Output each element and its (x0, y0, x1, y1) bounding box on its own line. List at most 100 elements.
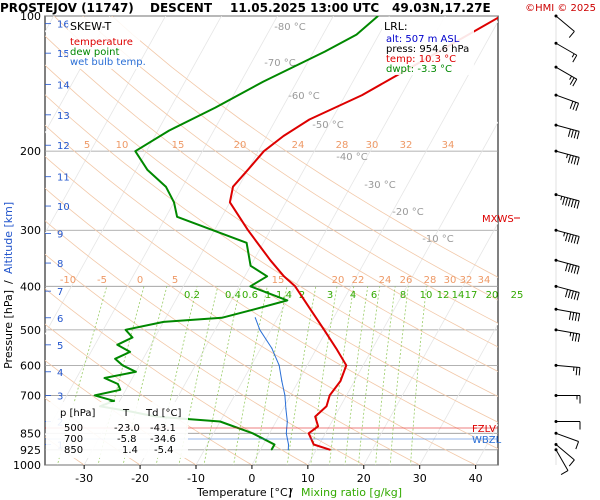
barb-base (554, 228, 558, 232)
altitude-tick-label: 6 (57, 314, 63, 325)
wind-barb (554, 123, 580, 140)
mixing-ratio-line (357, 286, 381, 465)
data-point (285, 432, 287, 434)
barb-flag (569, 77, 575, 85)
table-row-p: 500 (64, 423, 83, 434)
data-point (294, 285, 296, 287)
isotherm-line (83, 16, 334, 465)
wind-barb (554, 284, 580, 301)
lrl-press: press: 954.6 hPa (386, 44, 469, 55)
barb-flag (568, 459, 575, 467)
barb-staff (555, 15, 575, 32)
data-point (168, 130, 170, 132)
theta-label: 28 (336, 140, 349, 151)
theta-label: 34 (442, 140, 455, 151)
barb-base (554, 193, 558, 197)
table-header-t: T (122, 408, 130, 419)
data-point (284, 394, 286, 396)
dry-adiabat-line (45, 64, 498, 372)
wind-barb (554, 431, 580, 450)
data-point (283, 275, 285, 277)
level-wbzl: WBZL (472, 435, 502, 446)
barb-half-flag (571, 53, 575, 58)
data-point (252, 432, 254, 434)
wind-barb (554, 307, 581, 322)
barb-flag (573, 291, 577, 300)
mixing-ratio-line (328, 286, 355, 465)
data-point (317, 425, 319, 427)
data-point (125, 329, 127, 331)
data-point (501, 15, 502, 16)
data-point (355, 34, 358, 36)
mixing-ratio-label: 3 (327, 290, 333, 301)
legend-temperature: temperature (70, 37, 133, 48)
table-row-t: 1.4 (122, 445, 138, 456)
altitude-tick-label: 13 (57, 111, 70, 122)
barb-flag (576, 157, 580, 166)
barb-flag (572, 102, 577, 110)
barb-staff (555, 94, 579, 104)
data-point (103, 377, 106, 379)
data-point (254, 317, 256, 319)
barb-base (554, 307, 558, 311)
theta-label: -10 (60, 275, 76, 286)
barb-flag (576, 200, 580, 209)
data-point (286, 420, 288, 423)
data-point (273, 443, 276, 446)
isotherm-label: -80 °C (274, 22, 306, 33)
data-point (286, 299, 288, 301)
barb-flag (567, 128, 571, 137)
legend-dewpoint: dew point (70, 47, 119, 58)
data-point (335, 347, 337, 349)
level-mxws: MXWS (482, 214, 514, 225)
data-point (173, 201, 175, 203)
table-header-p: p [hPa] (60, 408, 95, 419)
header-copyright: ©HMI © 2025 (525, 3, 596, 14)
barb-flag (570, 234, 574, 243)
barb-flag (570, 290, 574, 299)
dry-adiabat-line (45, 35, 498, 348)
barb-staff (555, 329, 580, 335)
theta-label: 5 (84, 140, 90, 151)
barb-base (554, 258, 558, 262)
isotherm-label: -30 °C (364, 180, 396, 191)
barb-base (554, 393, 558, 397)
theta-label: 20 (332, 275, 345, 286)
barb-staff (555, 364, 580, 368)
isotherm-line (45, 16, 278, 436)
barb-flag (570, 155, 574, 164)
data-point (269, 259, 271, 261)
data-point (221, 317, 223, 319)
mixing-ratio-line (286, 286, 317, 465)
barb-flag (573, 156, 577, 165)
isotherm-line (251, 20, 498, 465)
data-point (314, 416, 316, 418)
theta-label: 22 (352, 275, 365, 286)
x-tick-label: 10 (301, 472, 315, 485)
mixing-ratio-label: 20 (486, 290, 499, 301)
data-point (329, 449, 331, 451)
theta-label: 15 (272, 275, 285, 286)
barb-base (554, 419, 558, 423)
table-row-td: -34.6 (150, 434, 176, 445)
y-tick-label: 500 (20, 324, 41, 337)
x-tick-label: 30 (413, 472, 427, 485)
barb-flag (565, 197, 569, 206)
stability-table: p [hPa] T Td [°C] 500 -23.0 -43.1 700 -5… (46, 402, 188, 458)
data-point (266, 275, 268, 277)
wind-barb (554, 328, 581, 342)
table-row-td: -43.1 (150, 423, 176, 434)
barb-flag (573, 130, 577, 139)
data-point (339, 380, 342, 382)
barb-flag (574, 333, 578, 342)
data-point (262, 81, 264, 83)
barb-base (554, 93, 558, 97)
barb-staff (555, 444, 575, 461)
barb-flag (568, 31, 575, 38)
barb-flag (575, 441, 580, 450)
data-point (323, 329, 325, 331)
y-axis-label-alt: Altitude [km] (2, 202, 15, 274)
data-point (117, 383, 119, 385)
y-axis-label-press: Pressure [hPa] (2, 290, 15, 369)
mixing-ratio-label: 1.4 (276, 290, 292, 301)
